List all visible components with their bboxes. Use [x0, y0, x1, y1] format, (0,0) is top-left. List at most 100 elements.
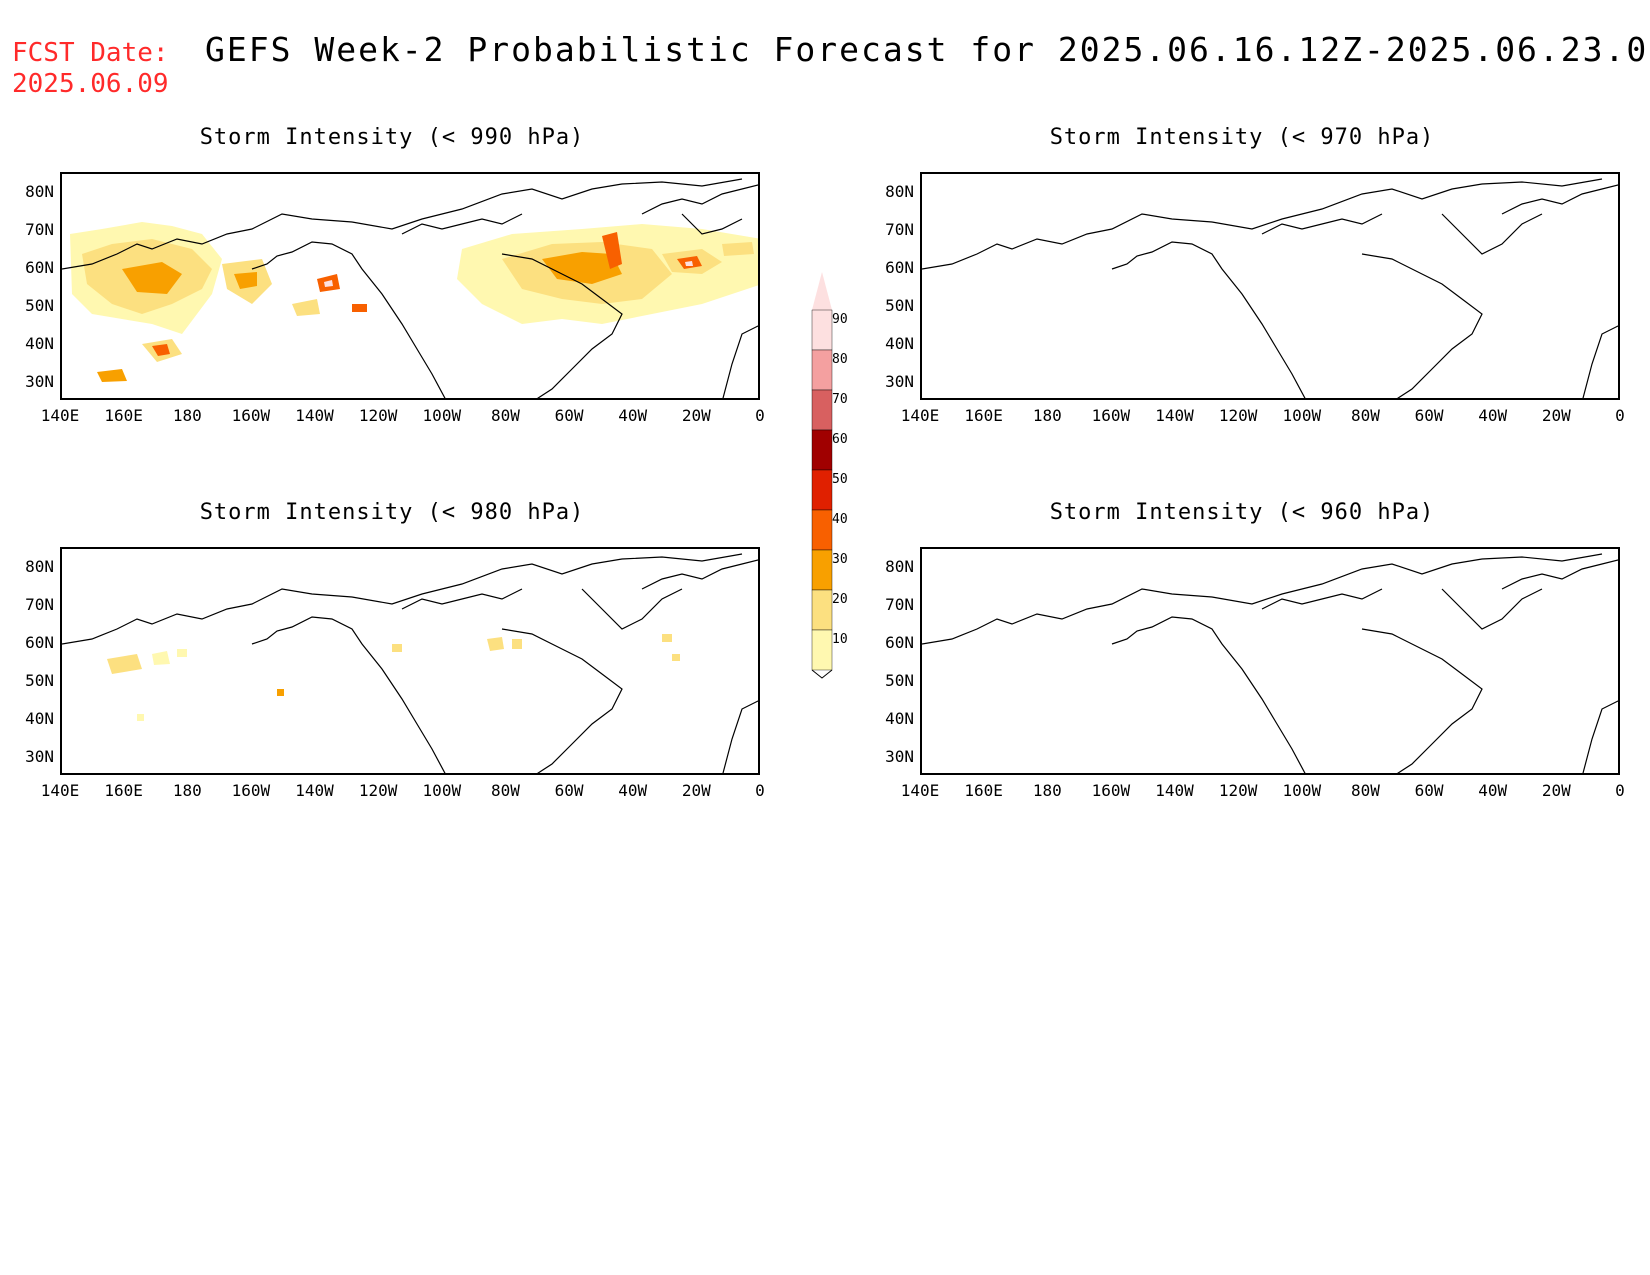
coastlines-960 — [922, 553, 1618, 773]
lon-label: 140W — [1155, 406, 1194, 425]
lon-label: 160E — [104, 406, 143, 425]
lon-label: 180 — [172, 406, 202, 425]
lon-label: 140W — [295, 406, 334, 425]
lon-label: 80W — [491, 781, 520, 800]
lon-label: 60W — [1414, 406, 1444, 425]
lon-label: 60W — [554, 781, 584, 800]
coastlines-990 — [62, 178, 758, 398]
lon-label: 140W — [1155, 781, 1194, 800]
lon-label: 160W — [1091, 781, 1131, 800]
lon-label: 20W — [1541, 406, 1571, 425]
map-970-svg — [922, 178, 1618, 398]
colorbar-label: 90 — [832, 312, 848, 327]
lat-label: 40N — [885, 709, 914, 728]
map-panel-980 — [60, 547, 760, 775]
lon-label: 60W — [554, 406, 584, 425]
probability-shading-990 — [70, 222, 758, 382]
lat-label: 80N — [885, 182, 914, 201]
lon-label: 180 — [1032, 406, 1062, 425]
lon-label: 160E — [964, 781, 1003, 800]
colorbar-box — [811, 429, 833, 471]
lon-label: 40W — [1478, 406, 1508, 425]
panel-title-970: Storm Intensity (< 970 hPa) — [1049, 125, 1435, 150]
map-990-svg — [62, 178, 758, 398]
lon-label: 120W — [1218, 781, 1258, 800]
colorbar-box — [811, 549, 833, 591]
lon-label: 160W — [231, 406, 271, 425]
lat-label: 40N — [25, 334, 54, 353]
colorbar-label: 80 — [832, 352, 848, 367]
colorbar-boxes — [811, 272, 833, 679]
panel-title-980: Storm Intensity (< 980 hPa) — [199, 500, 585, 525]
map-panel-990 — [60, 172, 760, 400]
lon-label: 0 — [755, 781, 765, 800]
lat-label: 50N — [25, 671, 54, 690]
colorbar-box — [811, 309, 833, 351]
lat-label: 60N — [885, 258, 914, 277]
lon-label: 160E — [104, 781, 143, 800]
map-panel-960 — [920, 547, 1620, 775]
lon-label: 20W — [1541, 781, 1571, 800]
colorbar-label: 40 — [832, 512, 848, 527]
colorbar-box — [811, 629, 833, 671]
lon-label: 100W — [1282, 781, 1322, 800]
lat-label: 30N — [885, 747, 914, 766]
lat-label: 50N — [885, 671, 914, 690]
colorbar — [811, 272, 833, 679]
lon-label: 160E — [964, 406, 1003, 425]
lat-label: 60N — [885, 633, 914, 652]
colorbar-label: 30 — [832, 552, 848, 567]
lon-label: 0 — [755, 406, 765, 425]
lon-label: 80W — [1351, 406, 1380, 425]
colorbar-box — [811, 389, 833, 431]
colorbar-bottom-arrow — [811, 669, 833, 679]
colorbar-box — [811, 589, 833, 631]
lon-label: 120W — [358, 781, 398, 800]
lon-label: 180 — [1032, 781, 1062, 800]
lon-label: 160W — [1091, 406, 1131, 425]
map-960-svg — [922, 553, 1618, 773]
lat-label: 70N — [25, 595, 54, 614]
lat-label: 70N — [25, 220, 54, 239]
lon-label: 180 — [172, 781, 202, 800]
map-panel-970 — [920, 172, 1620, 400]
lon-label: 120W — [358, 406, 398, 425]
lat-label: 60N — [25, 258, 54, 277]
forecast-date-value: 2025.06.09 — [12, 69, 169, 99]
lat-label: 40N — [25, 709, 54, 728]
colorbar-label: 70 — [832, 392, 848, 407]
lon-label: 140E — [40, 781, 80, 800]
lon-label: 140W — [295, 781, 334, 800]
lon-label: 100W — [1282, 406, 1322, 425]
colorbar-label: 50 — [832, 472, 848, 487]
lon-label: 100W — [422, 781, 462, 800]
lon-label: 40W — [618, 406, 648, 425]
lon-label: 40W — [1478, 781, 1508, 800]
coastlines-980 — [62, 553, 758, 773]
page-title: GEFS Week-2 Probabilistic Forecast for 2… — [205, 30, 1650, 69]
lon-label: 0 — [1615, 781, 1625, 800]
lon-label: 80W — [491, 406, 520, 425]
lon-label: 140E — [900, 406, 940, 425]
lat-label: 40N — [885, 334, 914, 353]
colorbar-top-arrow — [812, 272, 832, 310]
colorbar-box — [811, 469, 833, 511]
colorbar-box — [811, 349, 833, 391]
lon-label: 100W — [422, 406, 462, 425]
colorbar-label: 10 — [832, 632, 848, 647]
map-980-svg — [62, 553, 758, 773]
forecast-date-label: FCST Date: — [12, 38, 169, 68]
panel-title-960: Storm Intensity (< 960 hPa) — [1049, 500, 1435, 525]
lat-label: 70N — [885, 595, 914, 614]
lon-label: 120W — [1218, 406, 1258, 425]
lon-label: 160W — [231, 781, 271, 800]
lon-label: 140E — [900, 781, 940, 800]
lon-label: 0 — [1615, 406, 1625, 425]
probability-shading-980 — [107, 634, 680, 721]
lat-label: 60N — [25, 633, 54, 652]
lon-label: 20W — [681, 406, 711, 425]
colorbar-box — [811, 509, 833, 551]
colorbar-label: 20 — [832, 592, 848, 607]
lat-label: 50N — [885, 296, 914, 315]
lat-label: 80N — [25, 557, 54, 576]
